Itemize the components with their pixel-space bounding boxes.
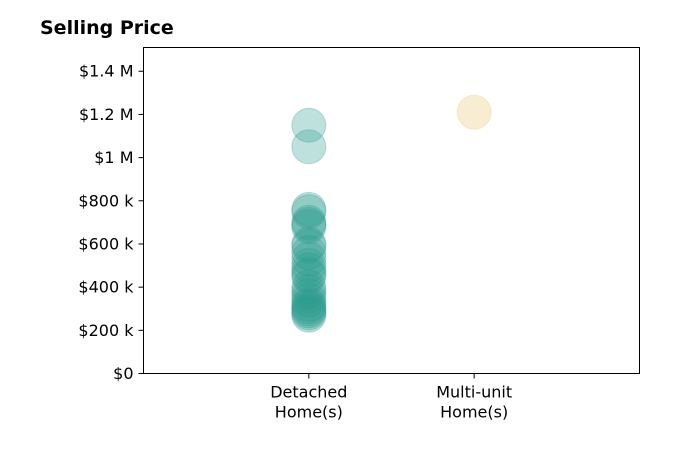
y-tick-label: $600 k	[78, 234, 134, 253]
data-point	[291, 289, 327, 325]
data-point	[291, 258, 327, 294]
data-point	[291, 273, 327, 309]
data-point	[291, 207, 327, 243]
chart-title: Selling Price	[40, 17, 174, 39]
x-tick-label: Detached Home(s)	[270, 383, 347, 422]
data-point	[291, 228, 327, 264]
data-point	[291, 295, 327, 331]
y-tick-label: $200 k	[78, 321, 134, 340]
y-tick-label: $1 M	[94, 148, 133, 167]
y-axis: $0 $200 k $400 k $600 k $800 k $1 M $1.2 M $1.4…	[78, 62, 144, 383]
data-point	[456, 94, 492, 130]
data-point	[291, 282, 327, 318]
data-point	[291, 129, 327, 165]
data-point	[291, 241, 327, 277]
y-tick-label: $400 k	[78, 278, 134, 297]
data-point	[291, 252, 327, 288]
y-tick-label: $1.2 M	[79, 105, 134, 124]
y-tick-label: $800 k	[78, 191, 134, 210]
data-point	[291, 107, 327, 143]
data-point	[291, 194, 327, 230]
plot-area-frame	[143, 47, 640, 374]
data-point	[291, 286, 327, 322]
x-tick-label: Multi-unit Home(s)	[436, 383, 512, 422]
data-point	[291, 278, 327, 314]
data-point	[291, 191, 327, 227]
y-tick-label: $0	[113, 364, 133, 383]
data-point	[291, 291, 327, 327]
data-point	[291, 293, 327, 329]
y-tick-label: $1.4 M	[79, 62, 134, 81]
data-point	[291, 297, 327, 333]
x-axis: Detached Home(s) Multi-unit Home(s)	[270, 373, 512, 422]
data-point	[291, 235, 327, 271]
data-point	[291, 226, 327, 262]
data-point	[291, 248, 327, 284]
data-point	[291, 204, 327, 240]
data-point	[291, 269, 327, 305]
data-points	[291, 94, 492, 333]
data-point	[291, 209, 327, 245]
data-point	[291, 256, 327, 292]
